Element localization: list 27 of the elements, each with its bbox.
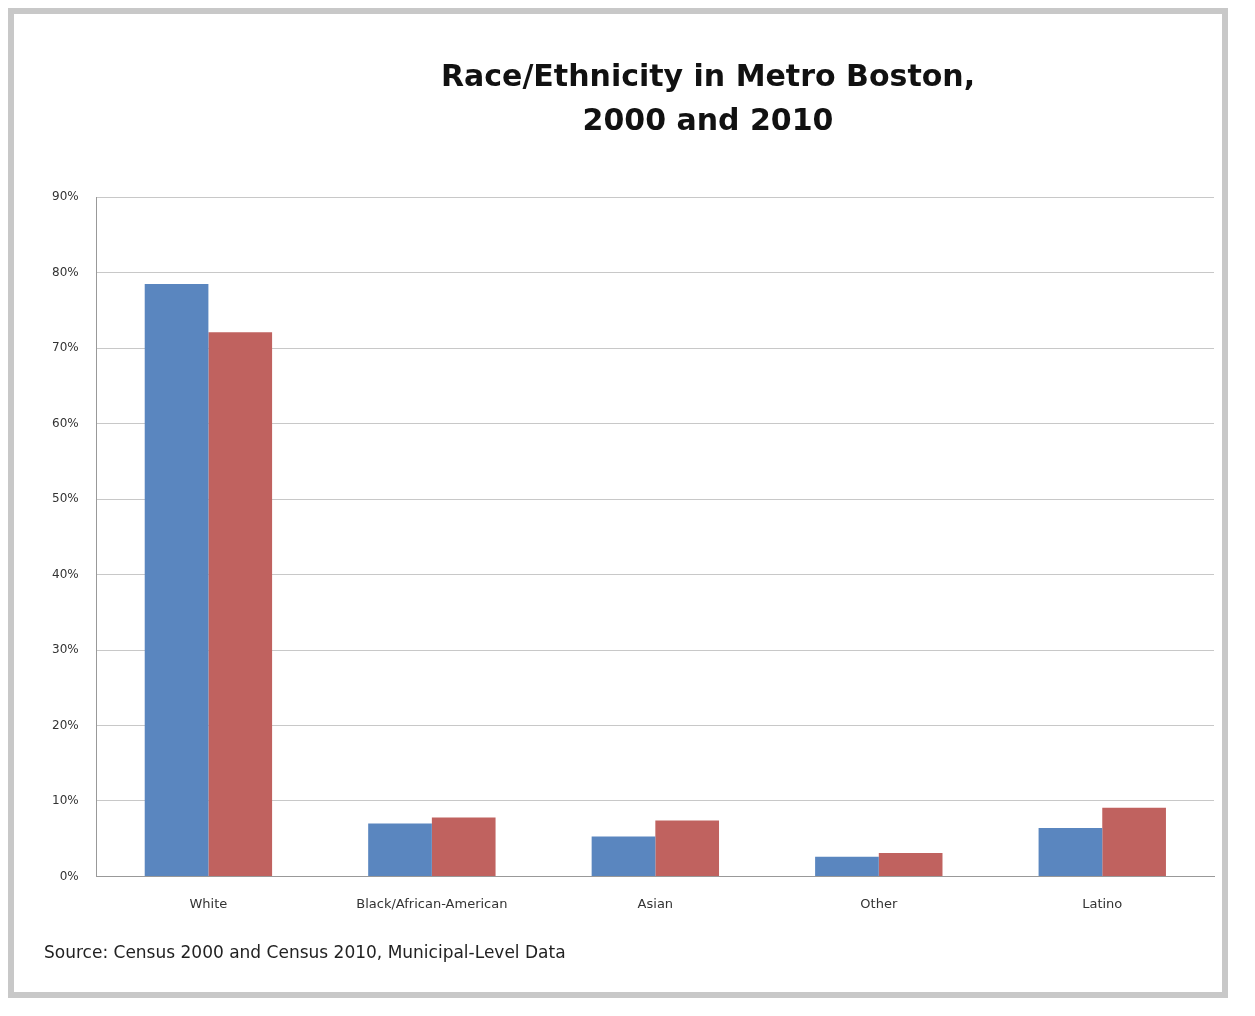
y-tick-label: 90% — [52, 189, 79, 204]
source-note: Source: Census 2000 and Census 2010, Municipal-Level Data — [44, 942, 566, 962]
bar — [815, 856, 879, 876]
bar — [431, 817, 496, 876]
bar — [1102, 807, 1166, 876]
bar — [655, 820, 720, 876]
bar — [1038, 828, 1103, 876]
bar — [878, 853, 943, 876]
x-tick-label: Black/African-American — [356, 895, 508, 911]
y-tick-label: 70% — [52, 340, 79, 355]
bar — [208, 332, 273, 876]
x-tick-label: Latino — [1082, 895, 1123, 911]
y-tick-label: 10% — [52, 793, 79, 808]
y-tick-label: 60% — [52, 415, 79, 430]
y-tick-label: 20% — [52, 717, 79, 732]
bar — [591, 836, 656, 876]
y-tick-label: 0% — [59, 868, 79, 883]
bar — [144, 283, 209, 876]
y-tick-label: 40% — [52, 566, 79, 581]
x-tick-label: Other — [860, 895, 898, 911]
y-tick-label: 80% — [52, 264, 79, 279]
x-tick-label: Asian — [637, 895, 674, 911]
y-tick-label: 30% — [52, 642, 79, 657]
y-tick-label: 50% — [52, 491, 79, 506]
x-tick-label: White — [189, 895, 228, 911]
bar — [368, 823, 432, 876]
chart-title: Race/Ethnicity in Metro Boston, 2000 and 2010 — [439, 57, 977, 139]
